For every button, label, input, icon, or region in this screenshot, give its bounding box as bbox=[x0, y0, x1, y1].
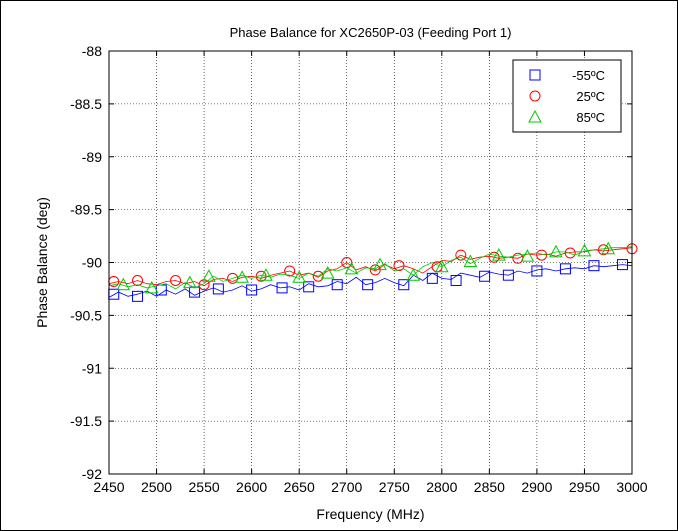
x-tick-label: 2500 bbox=[141, 479, 172, 495]
series-marker bbox=[320, 266, 335, 279]
series-group-3 bbox=[108, 241, 633, 294]
y-tick-label: -90.5 bbox=[70, 307, 102, 323]
series-marker bbox=[373, 257, 387, 271]
series-marker bbox=[116, 277, 131, 291]
x-tick-label: 3000 bbox=[616, 479, 647, 495]
x-tick-label: 2700 bbox=[331, 479, 362, 495]
series-marker bbox=[588, 260, 600, 272]
series-marker bbox=[182, 275, 197, 289]
series-marker bbox=[344, 261, 359, 275]
series-marker bbox=[549, 244, 563, 258]
series-marker bbox=[426, 272, 438, 284]
x-tick-label: 2600 bbox=[236, 479, 267, 495]
series-marker bbox=[531, 265, 543, 277]
legend-label: 25ºC bbox=[576, 89, 605, 104]
series-marker bbox=[597, 244, 609, 256]
x-tick-label: 2750 bbox=[379, 479, 410, 495]
series-marker bbox=[564, 247, 576, 259]
x-tick-label: 2550 bbox=[189, 479, 220, 495]
series-marker bbox=[284, 265, 296, 277]
series-marker bbox=[202, 269, 216, 282]
series-marker bbox=[406, 268, 421, 281]
series-marker bbox=[488, 251, 500, 263]
y-axis-label: Phase Balance (deg) bbox=[34, 197, 50, 328]
series-marker bbox=[303, 281, 315, 293]
chart-title: Phase Balance for XC2650P-03 (Feeding Po… bbox=[230, 25, 512, 40]
series-marker bbox=[616, 259, 628, 271]
series-marker bbox=[601, 241, 616, 255]
series-marker bbox=[492, 248, 506, 261]
y-tick-label: -88.5 bbox=[70, 96, 102, 112]
x-tick-label: 2850 bbox=[474, 479, 505, 495]
series-marker bbox=[362, 279, 374, 291]
series-marker bbox=[559, 263, 571, 275]
series-marker bbox=[144, 280, 159, 294]
series-marker bbox=[393, 260, 405, 272]
legend-label: 85ºC bbox=[576, 110, 605, 125]
y-tick-label: -89 bbox=[82, 149, 102, 165]
legend-marker bbox=[528, 109, 542, 123]
series-group-2 bbox=[108, 243, 638, 291]
y-tick-label: -91.5 bbox=[70, 413, 102, 429]
series-marker bbox=[520, 249, 535, 262]
series-marker bbox=[292, 270, 307, 283]
x-tick-label: 2950 bbox=[569, 479, 600, 495]
legend-box bbox=[512, 59, 622, 133]
series-marker bbox=[227, 272, 239, 284]
series-marker bbox=[331, 279, 343, 291]
x-axis-label: Frequency (MHz) bbox=[316, 506, 424, 522]
y-tick-label: -89.5 bbox=[70, 202, 102, 218]
series-marker bbox=[132, 290, 144, 302]
series-line bbox=[108, 246, 633, 290]
series-marker bbox=[502, 269, 514, 281]
series-marker bbox=[259, 268, 273, 281]
series-line bbox=[108, 264, 633, 298]
x-tick-label: 2450 bbox=[93, 479, 124, 495]
series-marker bbox=[577, 243, 592, 257]
series-marker bbox=[398, 279, 410, 291]
series-marker bbox=[434, 259, 449, 273]
legend-marker bbox=[529, 90, 541, 102]
grid bbox=[109, 51, 632, 474]
legend: -55ºC 25ºC 85ºC bbox=[512, 59, 622, 133]
series-marker bbox=[276, 282, 288, 294]
series-marker bbox=[235, 270, 249, 283]
series-marker bbox=[450, 274, 462, 286]
ticks: 2450 2500 2550 2600 2650 2700 2750 2800 2850 2900… bbox=[70, 43, 648, 495]
series-marker bbox=[170, 274, 182, 286]
series-marker bbox=[463, 254, 478, 267]
series-marker bbox=[479, 270, 491, 282]
y-tick-label: -92 bbox=[82, 466, 102, 482]
y-tick-label: -91 bbox=[82, 360, 102, 376]
series-marker bbox=[246, 284, 258, 296]
series-marker bbox=[212, 283, 224, 295]
x-tick-label: 2800 bbox=[426, 479, 457, 495]
y-tick-label: -90 bbox=[82, 255, 102, 271]
legend-label: -55ºC bbox=[572, 68, 605, 83]
series-marker bbox=[455, 249, 467, 261]
legend-marker bbox=[529, 69, 541, 81]
x-tick-label: 2650 bbox=[284, 479, 315, 495]
x-tick-label: 2900 bbox=[521, 479, 552, 495]
series-marker bbox=[132, 274, 144, 286]
y-tick-label: -88 bbox=[82, 43, 102, 59]
